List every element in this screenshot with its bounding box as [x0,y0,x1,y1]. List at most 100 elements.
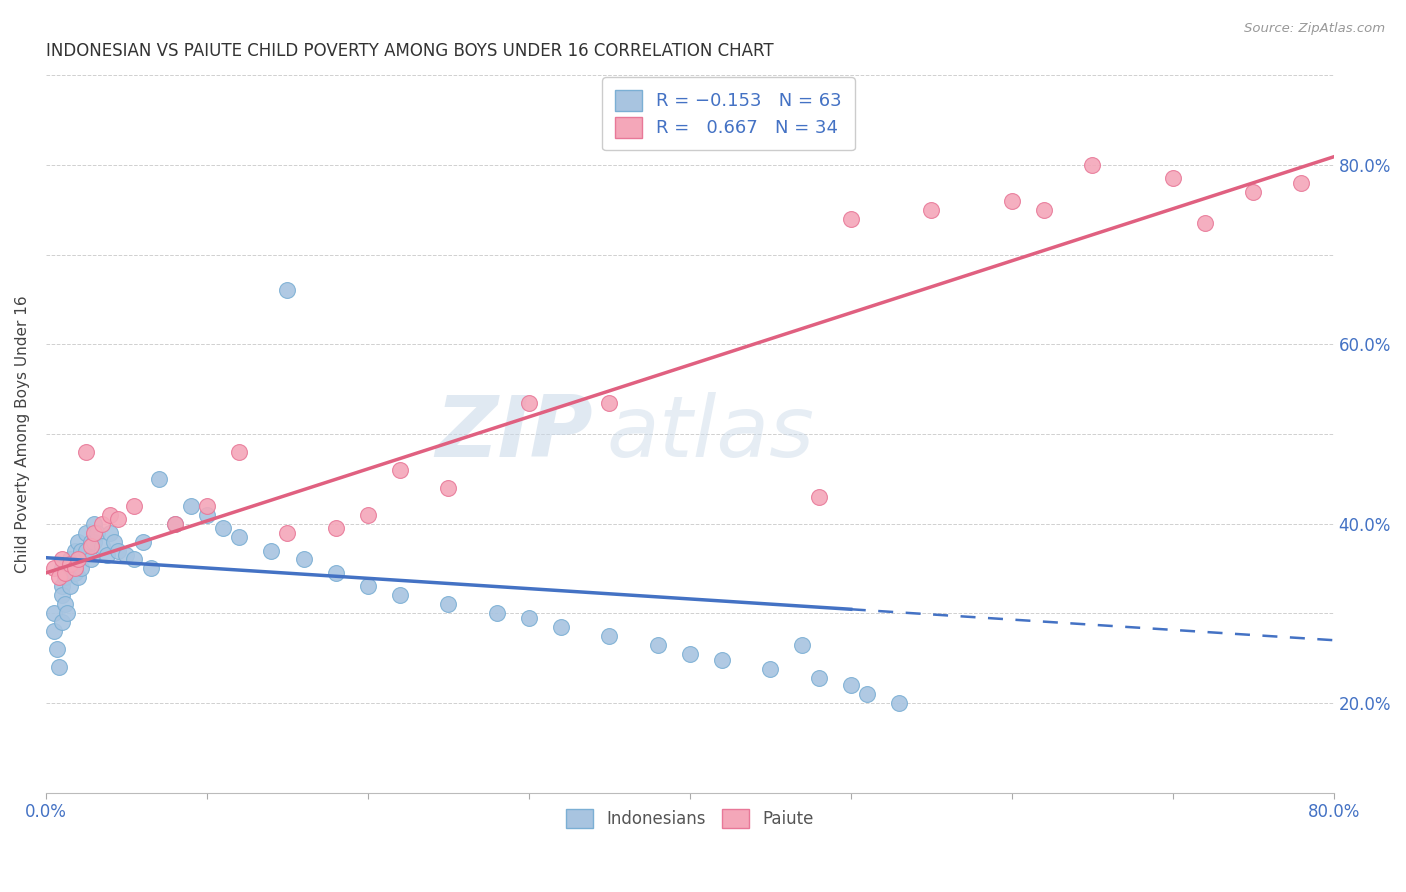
Point [51,588,73,602]
Y-axis label: Child Poverty Among Boys Under 16: Child Poverty Among Boys Under 16 [15,295,30,573]
Point [357,508,380,522]
Point [67,552,90,566]
Point [67,570,90,584]
Point [48,660,70,674]
Point [1032,202,1054,217]
Point [839,678,862,692]
Point [42,624,65,639]
Point [70,561,93,575]
Point [83,525,105,540]
Point [115,548,138,562]
Point [46,642,69,657]
Point [51,552,73,566]
Point [51,615,73,630]
Point [98,508,121,522]
Point [67,534,90,549]
Point [1081,158,1104,172]
Point [139,561,162,575]
Point [920,202,942,217]
Point [1291,176,1313,190]
Point [98,525,121,540]
Point [56,607,79,621]
Point [75,525,97,540]
Point [83,516,105,531]
Point [103,534,125,549]
Text: atlas: atlas [606,392,814,475]
Text: INDONESIAN VS PAIUTE CHILD POVERTY AMONG BOYS UNDER 16 CORRELATION CHART: INDONESIAN VS PAIUTE CHILD POVERTY AMONG… [46,42,773,60]
Point [59,579,82,593]
Point [517,611,540,625]
Point [647,638,669,652]
Text: ZIP: ZIP [436,392,593,475]
Point [679,647,702,661]
Point [80,534,103,549]
Point [131,534,153,549]
Point [42,561,65,575]
Point [70,543,93,558]
Point [53,566,76,580]
Point [107,543,129,558]
Point [437,481,460,495]
Point [63,566,86,580]
Point [228,445,250,459]
Point [711,653,734,667]
Point [839,211,862,226]
Point [83,534,105,549]
Point [163,516,186,531]
Point [51,579,73,593]
Point [53,597,76,611]
Point [163,516,186,531]
Point [437,597,460,611]
Point [86,525,108,540]
Point [598,395,620,409]
Point [75,543,97,558]
Point [807,490,830,504]
Point [75,445,97,459]
Point [807,671,830,685]
Point [59,552,82,566]
Point [1161,171,1184,186]
Point [91,539,114,553]
Point [63,543,86,558]
Point [887,696,910,710]
Point [212,521,235,535]
Point [67,552,90,566]
Point [485,607,508,621]
Point [195,508,218,522]
Point [96,548,118,562]
Point [51,561,73,575]
Point [1241,185,1264,199]
Point [48,570,70,584]
Point [550,620,572,634]
Point [260,543,283,558]
Point [59,561,82,575]
Point [598,629,620,643]
Point [792,638,814,652]
Legend: Indonesians, Paiute: Indonesians, Paiute [560,802,820,835]
Point [325,566,347,580]
Point [80,552,103,566]
Point [195,499,218,513]
Point [276,525,298,540]
Point [1194,216,1216,230]
Point [228,530,250,544]
Point [389,588,412,602]
Text: Source: ZipAtlas.com: Source: ZipAtlas.com [1244,22,1385,36]
Point [80,539,103,553]
Point [59,557,82,571]
Point [63,561,86,575]
Point [759,662,782,676]
Point [325,521,347,535]
Point [42,607,65,621]
Point [517,395,540,409]
Point [1001,194,1024,208]
Point [148,472,170,486]
Point [856,687,879,701]
Point [124,499,146,513]
Point [107,512,129,526]
Point [53,570,76,584]
Point [357,579,380,593]
Point [292,552,315,566]
Point [124,552,146,566]
Point [389,463,412,477]
